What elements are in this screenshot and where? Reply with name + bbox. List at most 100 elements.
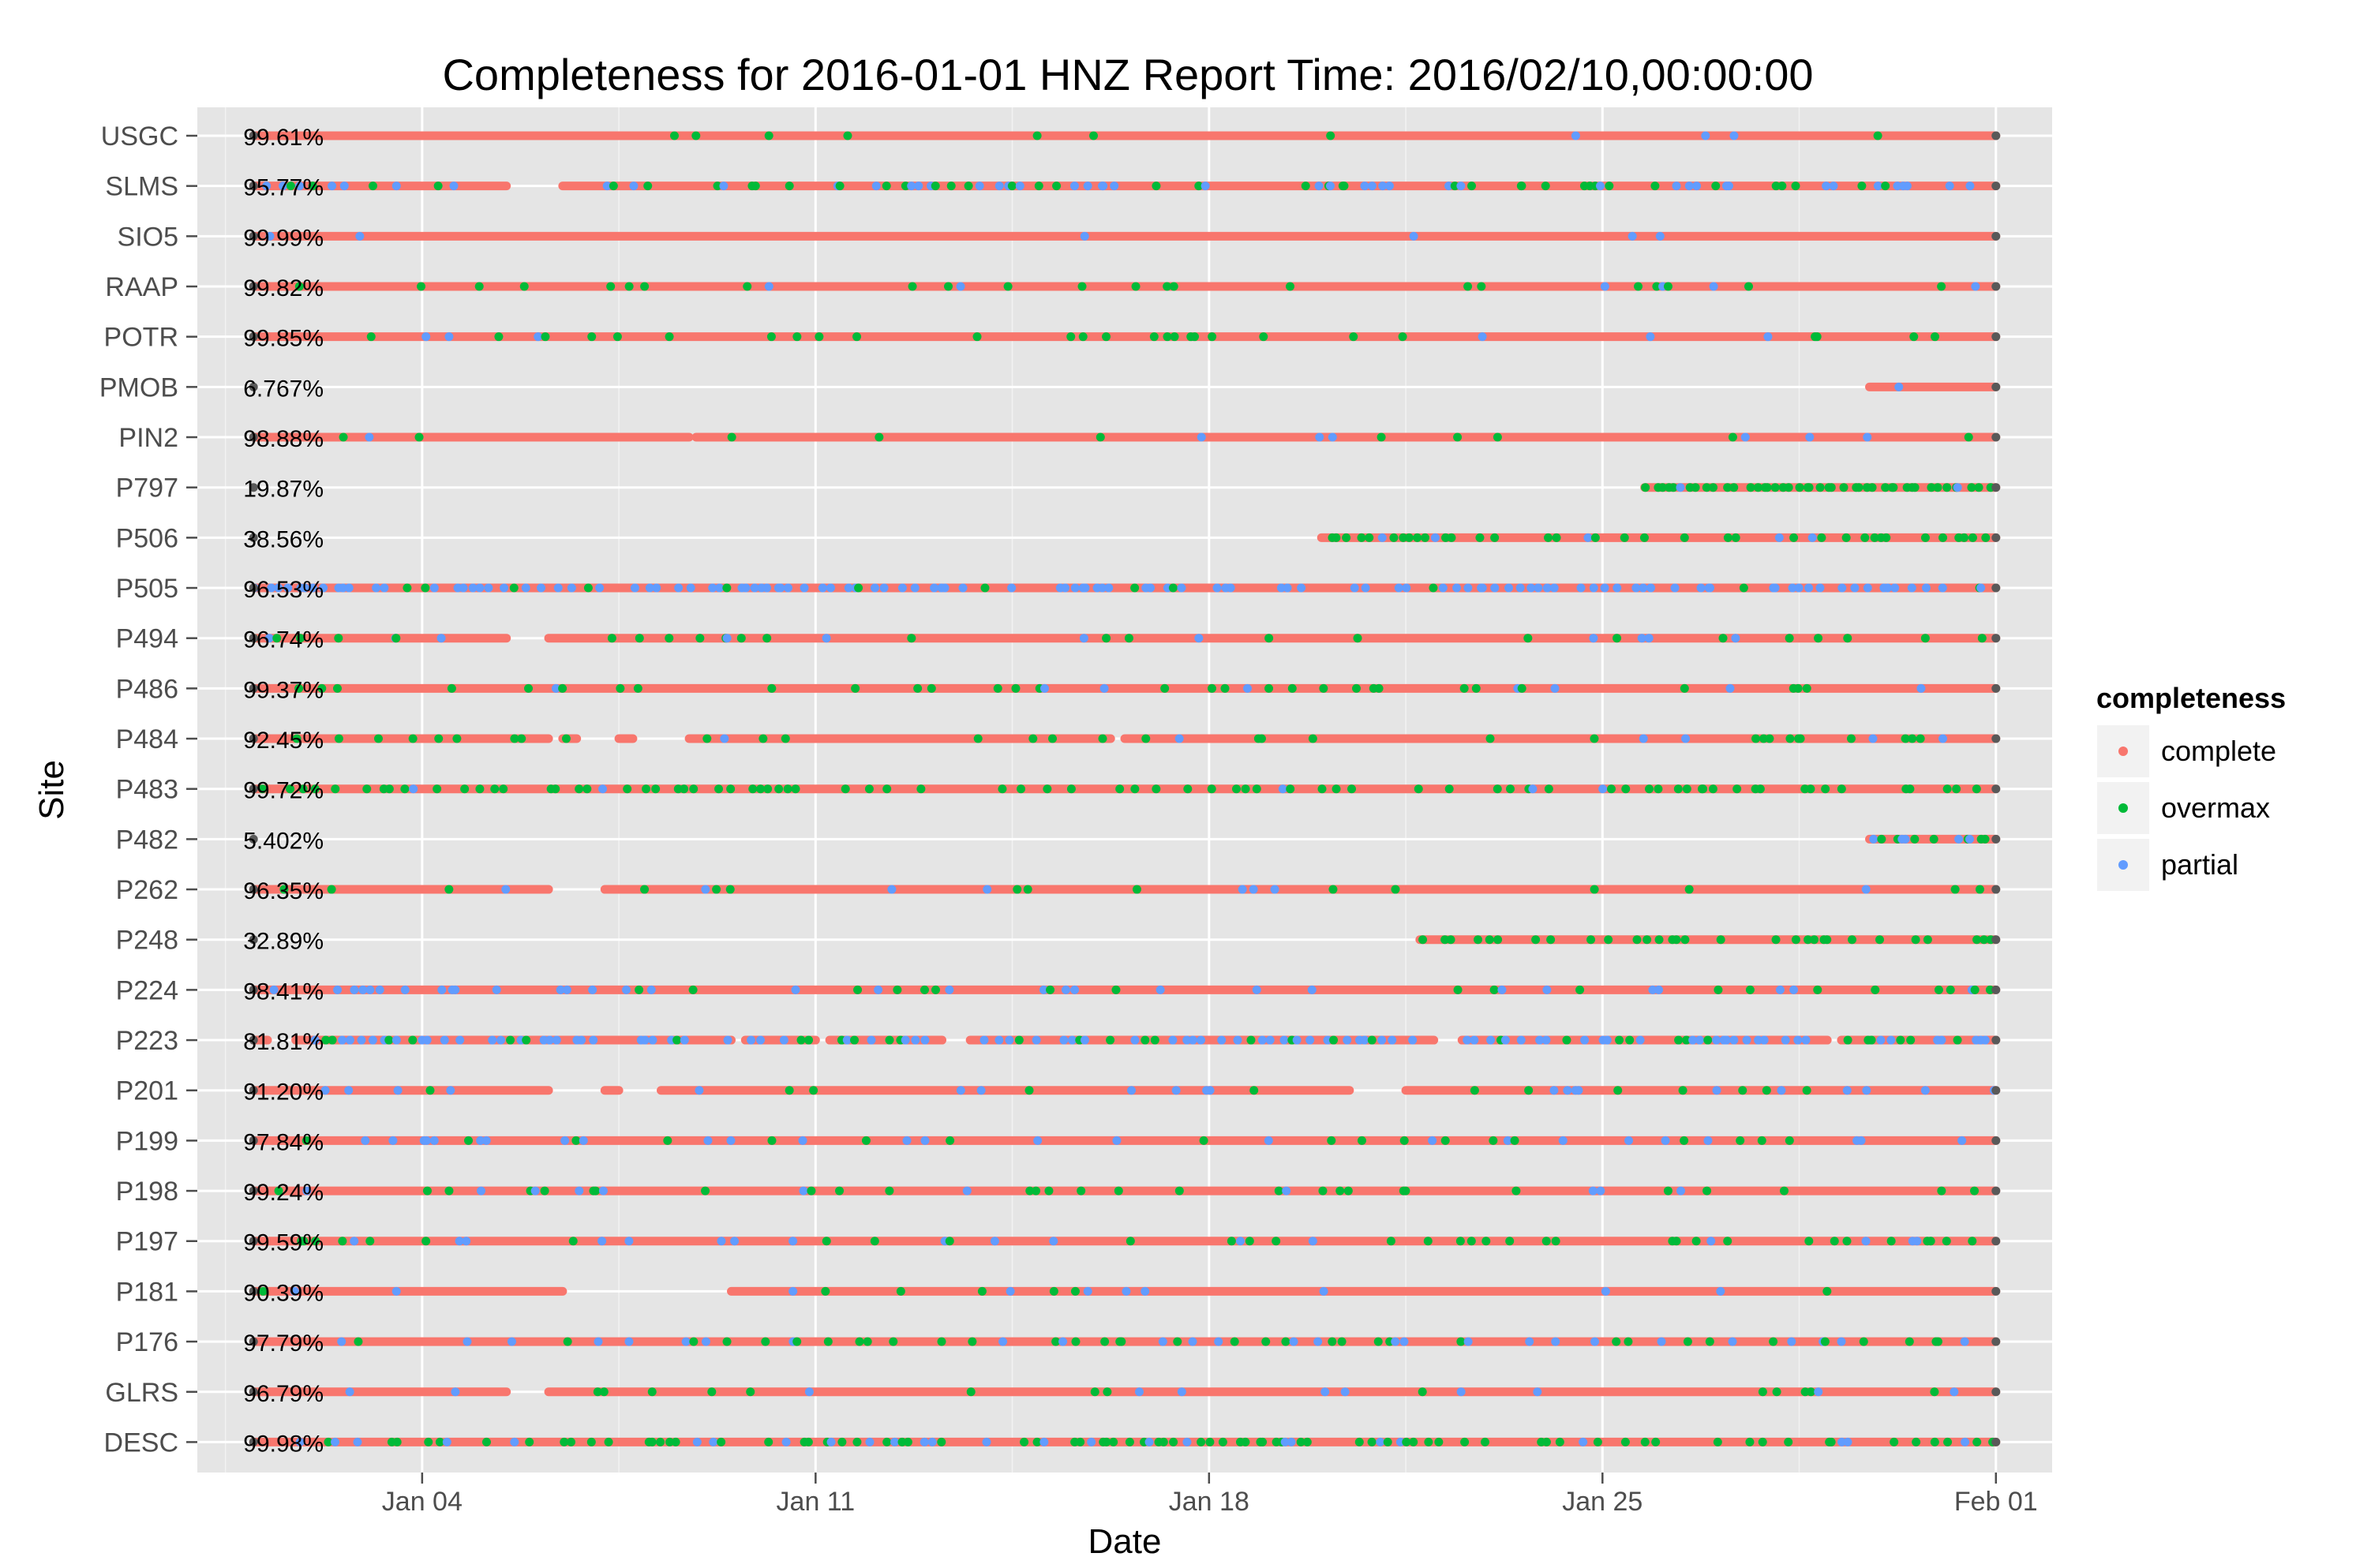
overmax-point <box>1517 181 1526 191</box>
partial-point <box>1740 432 1750 442</box>
overmax-point <box>414 432 424 442</box>
partial-point <box>345 1035 354 1045</box>
overmax-point <box>1758 1437 1767 1446</box>
partial-point <box>463 1337 472 1346</box>
partial-point <box>1280 1437 1290 1446</box>
completeness-percent-label: 96.53% <box>243 577 324 603</box>
overmax-point <box>1910 834 1920 844</box>
overmax-point <box>1753 483 1762 492</box>
partial-point <box>1377 533 1387 542</box>
overmax-point <box>1841 533 1851 542</box>
partial-point <box>1525 1337 1534 1346</box>
partial-point <box>449 181 459 191</box>
x-tick-label: Jan 25 <box>1562 1487 1642 1517</box>
overmax-point <box>524 683 534 693</box>
overmax-point <box>1843 634 1852 643</box>
overmax-point <box>647 1437 657 1446</box>
overmax-point <box>1789 533 1799 542</box>
partial-point <box>1837 583 1847 593</box>
partial-point <box>1069 181 1079 191</box>
partial-point <box>958 583 968 593</box>
overmax-point <box>1354 1437 1364 1446</box>
overmax-point <box>792 332 802 342</box>
overmax-point <box>1377 432 1386 442</box>
partial-point <box>1399 1337 1409 1346</box>
partial-point <box>910 583 920 593</box>
partial-point <box>436 634 446 643</box>
partial-point <box>1278 784 1287 794</box>
overmax-point <box>1141 734 1151 743</box>
overmax-point <box>1490 533 1500 542</box>
y-tick-label: P248 <box>116 926 178 956</box>
overmax-point <box>1877 834 1886 844</box>
overmax-point <box>1131 282 1141 291</box>
site-row-potr: 99.85% <box>197 326 2052 352</box>
overmax-point <box>460 784 470 794</box>
partial-point <box>1236 1237 1245 1246</box>
overmax-point <box>1926 1237 1935 1246</box>
partial-point <box>1712 1035 1721 1045</box>
overmax-point <box>727 432 736 442</box>
overmax-point <box>1937 282 1946 291</box>
partial-point <box>1920 1086 1930 1095</box>
partial-point <box>1141 1286 1150 1296</box>
partial-point <box>629 181 639 191</box>
period-end-marker <box>1991 583 2001 593</box>
partial-point <box>720 734 729 743</box>
partial-point <box>365 432 374 442</box>
overmax-point <box>308 181 317 191</box>
partial-point <box>1542 583 1552 593</box>
overmax-point <box>864 784 874 794</box>
partial-point <box>1135 1387 1144 1397</box>
overmax-point <box>258 784 268 794</box>
overmax-point <box>663 1136 672 1145</box>
overmax-point <box>903 1437 912 1446</box>
overmax-point <box>1032 1437 1042 1446</box>
overmax-point <box>1920 634 1930 643</box>
partial-point <box>1863 432 1872 442</box>
legend-swatch <box>2118 803 2128 813</box>
overmax-point <box>1505 784 1515 794</box>
overmax-point <box>1414 784 1423 794</box>
site-row-p797: 19.87% <box>197 477 2052 503</box>
overmax-point <box>893 985 902 994</box>
overmax-point <box>640 885 650 894</box>
site-row-usgc: 99.61% <box>197 125 2052 151</box>
partial-point <box>1463 1035 1472 1045</box>
overmax-point <box>1077 282 1087 291</box>
overmax-point <box>1423 1237 1433 1246</box>
period-end-marker <box>1991 1286 2001 1296</box>
partial-point <box>1257 1035 1267 1045</box>
period-start-marker <box>249 683 258 693</box>
overmax-point <box>1946 985 1955 994</box>
overmax-point <box>916 784 926 794</box>
overmax-point <box>1842 1237 1852 1246</box>
overmax-point <box>1017 784 1026 794</box>
overmax-point <box>1207 683 1216 693</box>
partial-point <box>1965 834 1975 844</box>
overmax-point <box>927 683 936 693</box>
overmax-point <box>279 885 289 894</box>
completeness-percent-label: 81.81% <box>243 1029 324 1055</box>
completeness-percent-label: 38.56% <box>243 526 324 552</box>
overmax-point <box>1444 784 1454 794</box>
overmax-point <box>1889 483 1898 492</box>
overmax-point <box>767 1136 777 1145</box>
period-end-marker <box>1991 1086 2001 1095</box>
legend-swatch <box>2118 860 2128 870</box>
partial-point <box>1574 1086 1583 1095</box>
overmax-point <box>1207 784 1216 794</box>
overmax-point <box>1389 533 1399 542</box>
overmax-point <box>1615 1035 1624 1045</box>
partial-point <box>279 181 288 191</box>
partial-point <box>1360 181 1369 191</box>
overmax-point <box>1335 1186 1345 1196</box>
overmax-point <box>993 683 1002 693</box>
overmax-point <box>616 683 625 693</box>
completeness-percent-label: 99.59% <box>243 1230 324 1256</box>
partial-point <box>577 1035 586 1045</box>
partial-point <box>1684 181 1694 191</box>
overmax-point <box>1691 483 1700 492</box>
partial-point <box>1297 583 1306 593</box>
partial-point <box>994 181 1004 191</box>
